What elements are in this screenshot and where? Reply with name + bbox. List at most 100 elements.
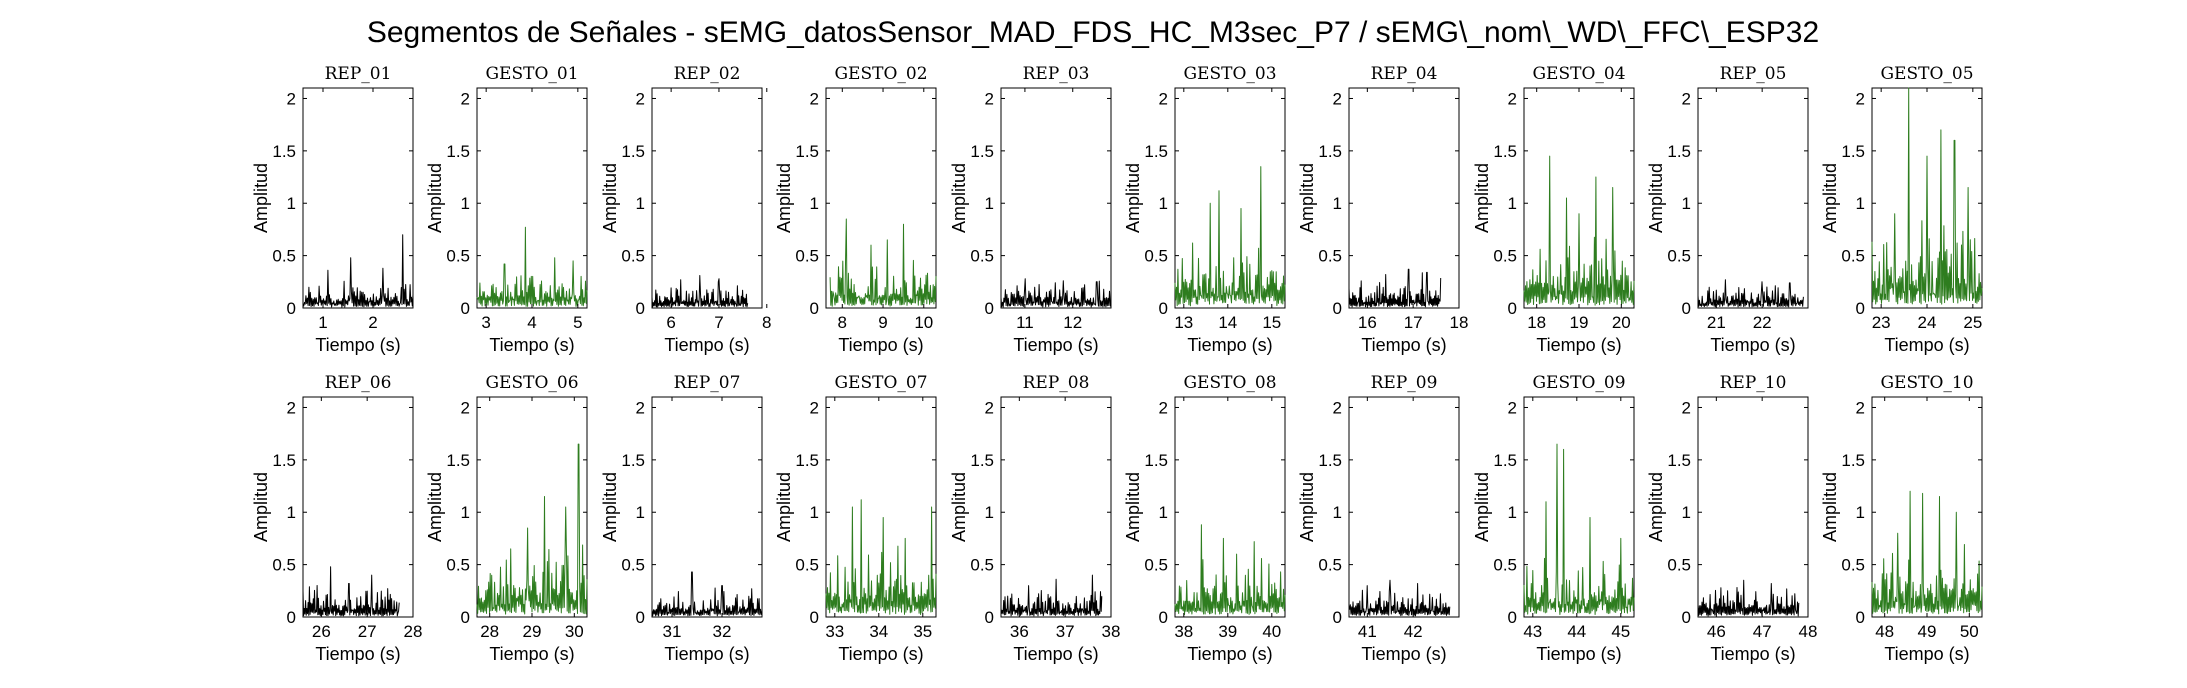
x-axis-label: Tiempo (s)	[1361, 335, 1446, 355]
y-tick-label: 2	[1333, 398, 1342, 417]
subplot-gesto-07: 0 0.5 1 1.5 2 33 34 35 GESTO_07 Tiempo (s) Amplitu…	[774, 373, 937, 664]
x-tick-label: 47	[1753, 622, 1772, 641]
panel-title: REP_04	[1371, 64, 1438, 84]
y-axis-label: Amplitud	[425, 472, 445, 542]
y-tick-label: 1	[1856, 194, 1865, 213]
x-tick-label: 42	[1404, 622, 1423, 641]
y-tick-label: 0.5	[1144, 556, 1168, 575]
y-tick-label: 0.5	[1493, 247, 1517, 266]
y-tick-label: 0.5	[1841, 556, 1865, 575]
x-tick-label: 29	[523, 622, 542, 641]
y-tick-label: 0.5	[1841, 247, 1865, 266]
x-axis-label: Tiempo (s)	[1884, 644, 1969, 664]
signal-series-gesto	[1523, 155, 1635, 306]
y-tick-label: 0.5	[795, 247, 819, 266]
y-tick-label: 2	[985, 89, 994, 108]
y-axis-label: Amplitud	[251, 472, 271, 542]
x-tick-label: 3	[481, 313, 490, 332]
panel-title: GESTO_10	[1880, 373, 1973, 393]
subplot-rep-01: 0 0.5 1 1.5 2 1 2 REP_01 Tiempo (s) Amplitud	[251, 64, 414, 355]
y-tick-label: 1.5	[621, 142, 645, 161]
y-tick-label: 1.5	[970, 451, 994, 470]
y-tick-label: 1.5	[1667, 451, 1691, 470]
subplot-rep-09: 0 0.5 1 1.5 2 41 42 REP_09 Tiempo (s) Amplitud	[1297, 373, 1460, 664]
y-tick-label: 0.5	[446, 247, 470, 266]
y-tick-label: 0.5	[446, 556, 470, 575]
signal-series-rep	[302, 566, 400, 617]
signal-series-rep	[1697, 579, 1800, 617]
panel-title: GESTO_09	[1532, 373, 1625, 393]
x-tick-label: 50	[1960, 622, 1979, 641]
y-tick-label: 1	[1682, 194, 1691, 213]
x-tick-label: 43	[1523, 622, 1542, 641]
axes-box	[1174, 396, 1286, 618]
subplot-rep-10: 0 0.5 1 1.5 2 46 47 48 REP_10 Tiempo (s) Amplitud	[1646, 373, 1817, 664]
y-tick-label: 0	[1682, 608, 1691, 627]
y-tick-label: 1.5	[1493, 451, 1517, 470]
y-tick-label: 2	[810, 398, 819, 417]
y-tick-label: 1	[1159, 194, 1168, 213]
x-tick-label: 12	[1063, 313, 1082, 332]
y-tick-label: 1.5	[446, 451, 470, 470]
x-tick-label: 2	[368, 313, 377, 332]
y-tick-label: 2	[1159, 89, 1168, 108]
y-tick-label: 0	[1159, 299, 1168, 318]
y-tick-label: 2	[1682, 398, 1691, 417]
x-axis-label: Tiempo (s)	[315, 644, 400, 664]
subplot-gesto-06: 0 0.5 1 1.5 2 28 29 30 GESTO_06 Tiempo (s) Amplitu…	[425, 373, 588, 664]
axes-box	[651, 396, 763, 618]
y-tick-label: 2	[985, 398, 994, 417]
x-tick-label: 45	[1611, 622, 1630, 641]
y-tick-label: 1	[810, 503, 819, 522]
x-tick-label: 38	[1102, 622, 1121, 641]
y-tick-label: 1.5	[1144, 142, 1168, 161]
subplot-rep-03: 0 0.5 1 1.5 2 11 12 REP_03 Tiempo (s) Amplitud	[949, 64, 1112, 355]
subplot-gesto-05: 0 0.5 1 1.5 2 23 24 25 GESTO_05 Tiempo (s) Amplitu…	[1820, 64, 1983, 355]
subplot-gesto-01: 0 0.5 1 1.5 2 3 4 5 GESTO_01 Tiempo (s) Amplitud	[425, 64, 588, 355]
y-axis-label: Amplitud	[774, 472, 794, 542]
x-tick-label: 15	[1262, 313, 1281, 332]
x-axis-label: Tiempo (s)	[315, 335, 400, 355]
x-tick-label: 27	[358, 622, 377, 641]
x-tick-label: 46	[1707, 622, 1726, 641]
y-axis-label: Amplitud	[1297, 163, 1317, 233]
y-tick-label: 1.5	[272, 451, 296, 470]
signal-series-rep	[1000, 278, 1112, 308]
x-tick-label: 39	[1218, 622, 1237, 641]
y-axis-label: Amplitud	[1820, 472, 1840, 542]
x-axis-label: Tiempo (s)	[1361, 644, 1446, 664]
panel-title: GESTO_04	[1532, 64, 1625, 84]
x-axis-label: Tiempo (s)	[489, 644, 574, 664]
y-tick-label: 2	[1856, 89, 1865, 108]
subplot-gesto-02: 0 0.5 1 1.5 2 8 9 10 GESTO_02 Tiempo (s) Amplitud	[774, 64, 937, 355]
x-axis-label: Tiempo (s)	[1536, 644, 1621, 664]
x-tick-label: 13	[1174, 313, 1193, 332]
panel-title: GESTO_05	[1880, 64, 1973, 84]
y-tick-label: 1.5	[1841, 451, 1865, 470]
y-tick-label: 1	[1333, 194, 1342, 213]
x-tick-label: 5	[573, 313, 582, 332]
y-tick-label: 1	[636, 503, 645, 522]
signal-series-rep	[651, 275, 749, 308]
signal-series-gesto	[476, 443, 588, 615]
x-axis-label: Tiempo (s)	[838, 335, 923, 355]
axes-box	[1174, 87, 1286, 309]
x-tick-label: 21	[1707, 313, 1726, 332]
axes-box	[1697, 396, 1809, 618]
signal-series-gesto	[1871, 87, 1983, 305]
y-tick-label: 1.5	[446, 142, 470, 161]
y-tick-label: 1.5	[1667, 142, 1691, 161]
panel-title: REP_10	[1720, 373, 1787, 393]
x-tick-label: 25	[1963, 313, 1982, 332]
signal-series-rep	[651, 571, 763, 617]
signal-series-gesto	[1174, 166, 1286, 307]
panel-title: REP_03	[1023, 64, 1090, 84]
panel-title: REP_09	[1371, 373, 1438, 393]
y-tick-label: 2	[810, 89, 819, 108]
panel-title: REP_08	[1023, 373, 1090, 393]
x-axis-label: Tiempo (s)	[1187, 335, 1272, 355]
panel-title: GESTO_06	[485, 373, 578, 393]
x-axis-label: Tiempo (s)	[1884, 335, 1969, 355]
y-axis-label: Amplitud	[1820, 163, 1840, 233]
